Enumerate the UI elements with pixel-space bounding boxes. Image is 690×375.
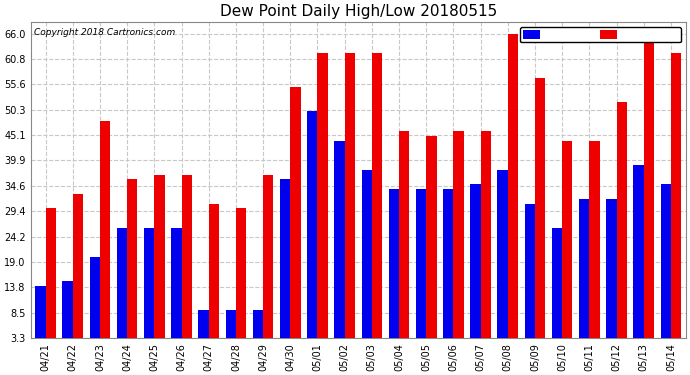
Bar (607, 199, 616, 354)
Bar (127, 179, 137, 354)
Bar (144, 228, 155, 354)
Bar (155, 174, 165, 354)
Bar (100, 121, 110, 354)
Bar (388, 189, 399, 354)
Bar (117, 228, 127, 354)
Bar (236, 209, 246, 354)
Bar (508, 34, 518, 354)
Bar (372, 53, 382, 354)
Bar (208, 204, 219, 354)
Bar (524, 204, 535, 354)
Bar (63, 281, 72, 354)
Bar (399, 131, 409, 354)
Title: Dew Point Daily High/Low 20180515: Dew Point Daily High/Low 20180515 (219, 4, 497, 19)
Bar (72, 194, 83, 354)
Bar (497, 170, 508, 354)
Bar (307, 111, 317, 354)
Bar (181, 174, 192, 354)
Bar (290, 87, 301, 354)
Bar (171, 228, 181, 354)
Bar (633, 165, 644, 354)
Text: Copyright 2018 Cartronics.com: Copyright 2018 Cartronics.com (34, 28, 175, 37)
Bar (480, 131, 491, 354)
Bar (426, 136, 437, 354)
Bar (443, 189, 453, 354)
Bar (335, 141, 344, 354)
Bar (453, 131, 464, 354)
Bar (552, 228, 562, 354)
Bar (35, 286, 46, 354)
Bar (616, 102, 627, 354)
Bar (199, 310, 208, 354)
Bar (671, 53, 681, 354)
Bar (46, 209, 56, 354)
Bar (471, 184, 480, 354)
Bar (562, 141, 573, 354)
Bar (579, 199, 589, 354)
Bar (344, 53, 355, 354)
Bar (280, 179, 290, 354)
Legend: Low  (°F), High  (°F): Low (°F), High (°F) (520, 27, 681, 42)
Bar (416, 189, 426, 354)
Bar (317, 53, 328, 354)
Bar (535, 78, 545, 354)
Bar (263, 174, 273, 354)
Bar (589, 141, 600, 354)
Bar (362, 170, 372, 354)
Bar (253, 310, 263, 354)
Bar (644, 34, 654, 354)
Bar (660, 184, 671, 354)
Bar (226, 310, 236, 354)
Bar (90, 257, 100, 354)
